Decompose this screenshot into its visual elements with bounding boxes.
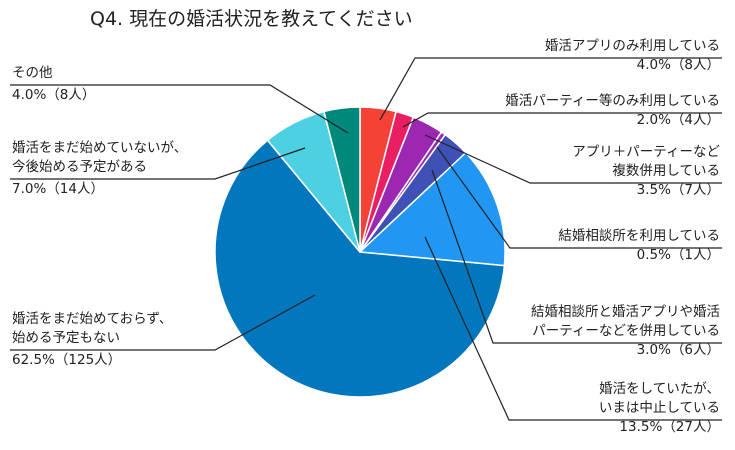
- label-text: 複数併用している: [612, 163, 720, 179]
- label-value: 3.5%（7人）: [636, 182, 720, 198]
- label-value: 4.0%（8人）: [12, 87, 96, 103]
- slice-paused: [359, 152, 506, 267]
- label-text: いまは中止している: [598, 400, 720, 416]
- slice-no-plan: [214, 139, 506, 398]
- label-text: 始める予定もない: [12, 330, 120, 346]
- label-value: 4.0%（8人）: [636, 57, 720, 73]
- label-value: 0.5%（1人）: [636, 247, 720, 263]
- leader-agency-plus: [431, 169, 722, 344]
- label-value: 62.5%（125人）: [12, 352, 122, 368]
- slice-other: [323, 106, 361, 253]
- label-other: その他 4.0%（8人）: [12, 64, 95, 105]
- label-text: パーティーなどを併用している: [532, 323, 720, 339]
- label-text: 婚活をまだ始めていないが、: [12, 140, 188, 156]
- leader-future: [10, 147, 306, 180]
- leader-paused: [424, 236, 722, 421]
- label-agency-plus: 結婚相談所と婚活アプリや婚活 パーティーなどを併用している 3.0%（6人）: [531, 303, 720, 360]
- label-party-only: 婚活パーティー等のみ利用している 2.0%（4人）: [505, 92, 720, 130]
- label-text: 婚活をまだ始めておらず、: [12, 311, 173, 327]
- label-app-only: 婚活アプリのみ利用している 4.0%（8人）: [545, 37, 720, 75]
- leader-app-only: [379, 57, 722, 121]
- leader-party-only: [402, 112, 722, 128]
- label-text: 婚活パーティー等のみ利用している: [505, 93, 720, 109]
- label-text: 婚活アプリのみ利用している: [544, 38, 720, 54]
- label-value: 13.5%（27人）: [619, 419, 720, 435]
- label-value: 2.0%（4人）: [636, 112, 720, 128]
- label-app-party: アプリ＋パーティーなど 複数併用している 3.5%（7人）: [572, 143, 720, 200]
- label-text: 結婚相談所と婚活アプリや婚活: [531, 304, 720, 320]
- label-future: 婚活をまだ始めていないが、 今後始める予定がある 7.0%（14人）: [12, 139, 187, 199]
- label-text: アプリ＋パーティーなど: [572, 144, 720, 160]
- chart-title-text: Q4. 現在の婚活状況を教えてください: [90, 8, 413, 30]
- leader-app-party: [424, 134, 722, 184]
- label-paused: 婚活をしていたが、 いまは中止している 13.5%（27人）: [599, 380, 720, 437]
- leader-no-plan: [10, 294, 316, 351]
- label-value: 7.0%（14人）: [12, 181, 104, 197]
- leader-agency: [436, 146, 722, 249]
- label-no-plan: 婚活をまだ始めておらず、 始める予定もない 62.5%（125人）: [12, 310, 172, 370]
- label-text: その他: [12, 65, 53, 81]
- leader-other: [10, 84, 349, 134]
- label-agency: 結婚相談所を利用している 0.5%（1人）: [558, 227, 720, 265]
- label-text: 今後始める予定がある: [12, 159, 147, 175]
- label-text: 婚活をしていたが、: [599, 381, 720, 397]
- label-value: 3.0%（6人）: [636, 342, 720, 358]
- label-text: 結婚相談所を利用している: [558, 228, 720, 244]
- leader-lines: [10, 57, 722, 421]
